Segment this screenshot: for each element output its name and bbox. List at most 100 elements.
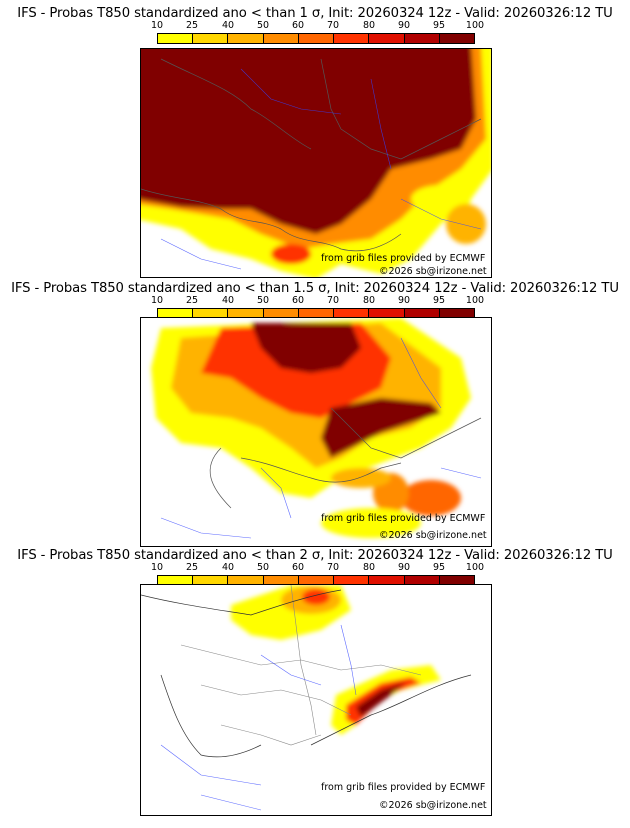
colorbar-swatch: [334, 576, 370, 585]
colorbar-tick: 10: [150, 20, 164, 31]
prob-blob: [302, 589, 330, 605]
credit-copyright: ©2026 sb@irizone.net: [379, 530, 487, 541]
colorbar: [157, 33, 475, 44]
colorbar-swatch: [439, 309, 474, 318]
coastlines: [141, 58, 482, 252]
colorbar-tick: 95: [432, 562, 446, 573]
colorbar-swatch: [228, 34, 264, 43]
prob-region-95: [251, 323, 361, 373]
colorbar-swatch: [263, 34, 299, 43]
colorbar-tick: 50: [256, 562, 270, 573]
prob-region-70: [346, 677, 421, 725]
colorbar-tick: 70: [326, 562, 340, 573]
colorbar-swatch: [439, 34, 474, 43]
prob-blob: [411, 185, 471, 213]
colorbar-tick: 100: [465, 20, 485, 31]
colorbar-swatch: [193, 34, 229, 43]
colorbar-swatch: [404, 34, 440, 43]
colorbar-swatch: [158, 309, 194, 318]
colorbar-swatch: [404, 309, 440, 318]
colorbar-tick: 95: [432, 20, 446, 31]
colorbar-swatch: [228, 309, 264, 318]
colorbar-tick: 80: [362, 20, 376, 31]
colorbar-tick: 40: [221, 20, 235, 31]
coastlines: [141, 589, 472, 758]
colorbar-tick: 25: [185, 295, 199, 306]
colorbar-ticks: 10 25 40 50 60 70 80 90 95 100: [140, 20, 492, 32]
colorbar-swatch: [263, 309, 299, 318]
colorbar-swatch: [158, 576, 194, 585]
prob-region-95: [356, 682, 406, 717]
colorbar-swatch: [404, 576, 440, 585]
colorbar-swatch: [369, 576, 405, 585]
colorbar-tick: 10: [150, 562, 164, 573]
coastlines: [209, 407, 482, 509]
colorbar-swatch: [263, 576, 299, 585]
colorbar-swatch: [298, 576, 335, 585]
colorbar-tick: 10: [150, 295, 164, 306]
probability-map: from grib files provided by ECMWF ©2026 …: [140, 584, 492, 816]
colorbar-tick: 60: [291, 20, 305, 31]
rivers: [160, 624, 357, 811]
colorbar-swatch: [334, 34, 370, 43]
map-canvas: [141, 585, 472, 811]
probability-map: from grib files provided by ECMWF ©2026 …: [140, 317, 492, 547]
colorbar-tick: 25: [185, 562, 199, 573]
credit-source: from grib files provided by ECMWF: [321, 782, 486, 793]
colorbar-tick: 40: [221, 295, 235, 306]
prob-region-10: [331, 665, 441, 735]
panel-1: IFS - Probas T850 standardized ano < tha…: [0, 6, 630, 278]
rivers: [160, 68, 482, 270]
prob-region-90: [321, 398, 441, 458]
colorbar-tick: 80: [362, 295, 376, 306]
prob-blob: [321, 508, 421, 538]
panel-title: IFS - Probas T850 standardized ano < tha…: [17, 548, 613, 563]
colorbar-swatch: [193, 309, 229, 318]
colorbar-tick: 80: [362, 562, 376, 573]
colorbar-swatch: [369, 34, 405, 43]
colorbar-tick: 90: [397, 562, 411, 573]
colorbar-tick: 40: [221, 562, 235, 573]
colorbar-swatch: [298, 34, 335, 43]
prob-region-90: [141, 49, 476, 234]
colorbar-swatch: [228, 576, 264, 585]
colorbar-tick: 100: [465, 562, 485, 573]
prob-blob: [401, 480, 461, 516]
colorbar-tick: 50: [256, 295, 270, 306]
colorbar-tick: 90: [397, 295, 411, 306]
colorbar: [157, 308, 475, 319]
colorbar-tick: 90: [397, 20, 411, 31]
colorbar-tick: 95: [432, 295, 446, 306]
credit-copyright: ©2026 sb@irizone.net: [379, 266, 487, 277]
colorbar-tick: 60: [291, 562, 305, 573]
prob-blob: [271, 244, 311, 264]
colorbar-swatch: [158, 34, 194, 43]
colorbar-swatch: [439, 576, 474, 585]
rivers: [160, 337, 482, 539]
credit-source: from grib files provided by ECMWF: [321, 253, 486, 264]
panel-title: IFS - Probas T850 standardized ano < tha…: [17, 6, 613, 21]
colorbar-swatch: [369, 309, 405, 318]
colorbar-tick: 70: [326, 20, 340, 31]
credit-source: from grib files provided by ECMWF: [321, 513, 486, 524]
colorbar-tick: 100: [465, 295, 485, 306]
panel-title: IFS - Probas T850 standardized ano < tha…: [11, 281, 619, 296]
colorbar-tick: 60: [291, 295, 305, 306]
map-canvas: [151, 318, 482, 539]
panel-2: IFS - Probas T850 standardized ano < tha…: [0, 281, 630, 547]
colorbar-ticks: 10 25 40 50 60 70 80 90 95 100: [140, 295, 492, 307]
prob-blob: [446, 204, 486, 244]
panel-3: IFS - Probas T850 standardized ano < tha…: [0, 548, 630, 820]
borders: [180, 585, 422, 746]
colorbar-tick: 50: [256, 20, 270, 31]
colorbar-swatch: [193, 576, 229, 585]
prob-blob: [331, 468, 391, 488]
colorbar-tick: 25: [185, 20, 199, 31]
colorbar-ticks: 10 25 40 50 60 70 80 90 95 100: [140, 562, 492, 574]
probability-map: from grib files provided by ECMWF ©2026 …: [140, 48, 492, 278]
colorbar-tick: 70: [326, 295, 340, 306]
map-canvas: [141, 49, 491, 277]
credit-copyright: ©2026 sb@irizone.net: [379, 800, 487, 811]
colorbar-swatch: [298, 309, 335, 318]
colorbar-swatch: [334, 309, 370, 318]
